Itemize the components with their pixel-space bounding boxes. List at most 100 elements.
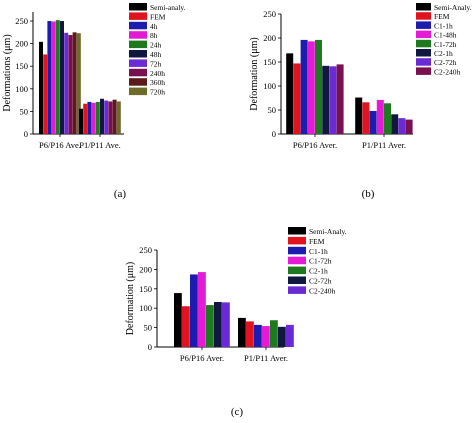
bar <box>384 103 391 134</box>
legend-label: 4h <box>150 22 158 31</box>
legend-swatch <box>416 30 431 39</box>
bar <box>190 274 198 347</box>
legend-swatch <box>416 3 431 11</box>
legend-swatch <box>129 50 147 58</box>
x-tick-label: P6/P16 Ave. <box>39 140 81 150</box>
y-tick-label: 100 <box>263 81 276 91</box>
bar <box>79 108 83 134</box>
legend-swatch <box>416 58 431 66</box>
caption-b: (b) <box>362 188 375 200</box>
bar <box>376 99 384 134</box>
legend-label: C2-72h <box>309 277 332 286</box>
y-tick-label: 200 <box>139 264 152 274</box>
bar <box>116 101 121 134</box>
y-axis-label: Deformation (μm) <box>125 262 136 335</box>
bar <box>238 317 246 347</box>
x-tick-label: P6/P16 Aver. <box>180 353 224 363</box>
legend-swatch <box>288 286 306 294</box>
legend-label: C1-1h <box>309 247 328 256</box>
legend-swatch <box>129 21 147 30</box>
legend-swatch <box>288 246 306 255</box>
y-tick-label: 150 <box>15 61 28 71</box>
legend-label: C2-240h <box>434 67 461 76</box>
y-tick-label: 50 <box>144 323 153 333</box>
legend-swatch <box>288 236 306 245</box>
bar <box>329 66 337 134</box>
legend-swatch <box>416 67 431 75</box>
y-axis-label: Deformation (μm) <box>249 37 260 110</box>
bar <box>398 118 406 134</box>
x-tick-label: P1/P11 Aver. <box>362 140 406 150</box>
bar <box>206 305 214 347</box>
y-tick-label: 0 <box>24 129 28 139</box>
y-tick-label: 0 <box>148 342 152 352</box>
bar <box>198 272 206 347</box>
y-tick-label: 200 <box>263 33 276 43</box>
bar <box>262 326 270 347</box>
legend-swatch <box>129 31 147 39</box>
legend-label: 720h <box>150 88 165 97</box>
legend-swatch <box>288 227 306 235</box>
bar <box>100 98 104 134</box>
y-tick-label: 250 <box>15 16 28 26</box>
legend-swatch <box>129 87 147 96</box>
bar <box>108 101 113 134</box>
caption-c: (c) <box>231 406 244 418</box>
bar <box>246 321 254 347</box>
bar <box>405 119 413 134</box>
legend-swatch <box>416 39 431 48</box>
bar <box>391 114 399 134</box>
y-tick-label: 200 <box>15 39 28 49</box>
y-tick-label: 50 <box>268 105 277 115</box>
legend-swatch <box>288 266 306 275</box>
bar <box>293 63 301 134</box>
bar <box>315 39 322 134</box>
legend-swatch <box>416 12 431 20</box>
legend-swatch <box>129 12 147 20</box>
legend-swatch <box>288 256 306 265</box>
legend-label: Semi-Analy. <box>309 227 347 236</box>
legend-swatch <box>129 78 147 86</box>
bar <box>43 54 48 134</box>
y-tick-label: 150 <box>139 284 152 294</box>
legend-swatch <box>416 49 431 57</box>
legend-label: 72h <box>150 59 162 68</box>
legend-label: C2-72h <box>434 58 457 67</box>
bar <box>286 324 294 347</box>
bar <box>83 103 88 134</box>
y-tick-label: 50 <box>20 106 29 116</box>
x-tick-label: P1/P11 Ave. <box>79 140 121 150</box>
bar <box>254 324 262 347</box>
bar <box>64 32 69 134</box>
bar <box>355 97 363 134</box>
bar <box>91 102 96 134</box>
caption-a: (a) <box>114 188 127 200</box>
y-tick-label: 250 <box>139 245 152 255</box>
legend-label: C1-1h <box>434 21 453 30</box>
legend-label: C2-1h <box>309 267 328 276</box>
legend-label: FEM <box>434 12 450 21</box>
bar <box>95 101 100 134</box>
bar <box>76 33 81 134</box>
legend-label: 8h <box>150 31 158 40</box>
legend-label: Semi-analy. <box>150 3 186 12</box>
bar <box>39 41 43 135</box>
legend-swatch <box>129 40 147 49</box>
bar <box>182 306 190 347</box>
bar <box>47 21 52 135</box>
legend-swatch <box>416 21 431 29</box>
legend-label: 24h <box>150 41 162 50</box>
legend-swatch <box>129 59 147 67</box>
bar <box>286 53 294 134</box>
y-tick-label: 150 <box>263 57 276 67</box>
bar <box>369 110 377 134</box>
bar <box>307 41 315 134</box>
bar <box>270 320 278 347</box>
legend-label: 360h <box>150 78 165 87</box>
legend-label: 240h <box>150 69 165 78</box>
y-axis-label: Deformations (μm) <box>2 34 13 111</box>
legend-label: C2-240h <box>309 286 336 295</box>
bar <box>300 39 308 134</box>
